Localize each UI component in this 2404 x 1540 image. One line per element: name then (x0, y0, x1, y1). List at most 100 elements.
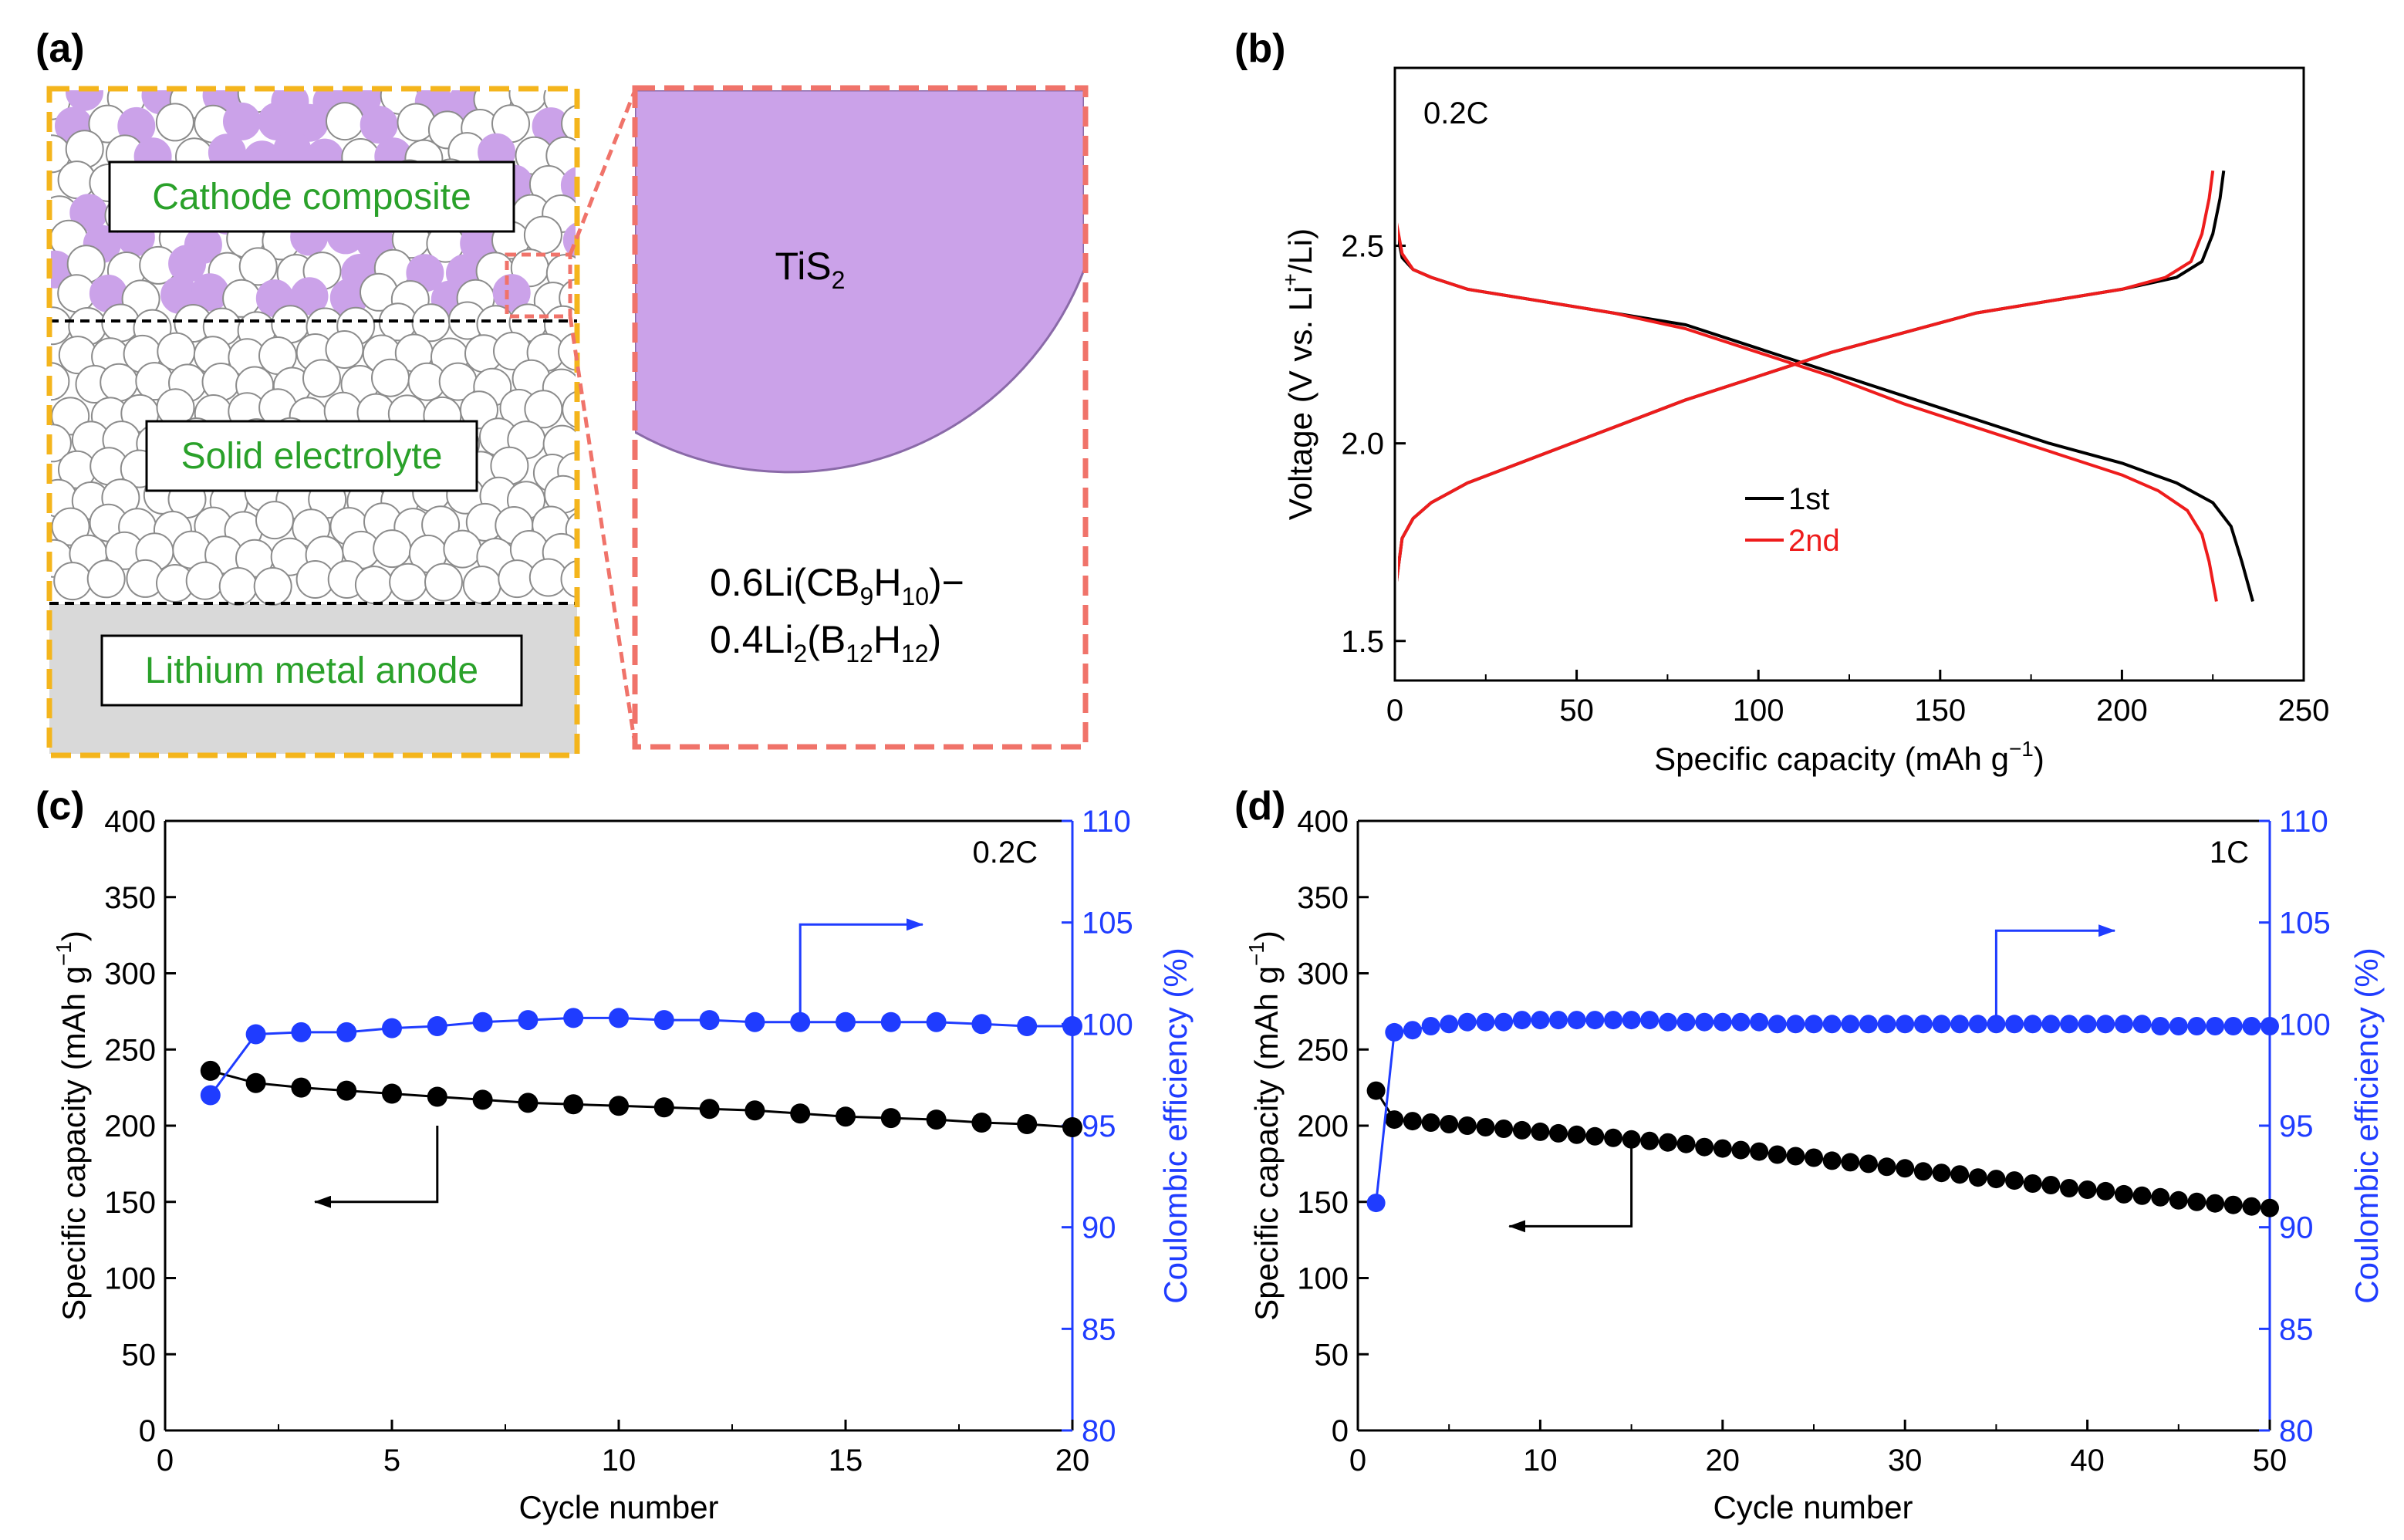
x-tick-label-b: 250 (2278, 694, 2330, 728)
efficiency-point (2132, 1015, 2152, 1034)
capacity-point (518, 1093, 539, 1113)
electrolyte-label-box (145, 420, 478, 492)
electrolyte-particle (373, 529, 412, 569)
efficiency-point (1913, 1015, 1933, 1034)
efficiency-point (971, 1014, 992, 1035)
y-tick-label-right-d: 80 (2279, 1414, 2314, 1448)
x-tick-label-d: 40 (2070, 1444, 2105, 1478)
capacity-point (2114, 1184, 2133, 1204)
capacity-point (563, 1094, 584, 1115)
capacity-point (2187, 1192, 2206, 1211)
y-tick-label-right-d: 85 (2279, 1312, 2314, 1346)
efficiency-point (1385, 1022, 1404, 1042)
efficiency-point (1859, 1015, 1878, 1034)
y-tick-label-right-c: 80 (1082, 1414, 1116, 1448)
tis2-particle-zoom (635, 90, 1084, 474)
capacity-point (427, 1086, 447, 1107)
capacity-point (880, 1108, 901, 1129)
x-tick-label-c: 15 (829, 1444, 863, 1478)
efficiency-point (1658, 1012, 1677, 1032)
capacity-point (200, 1060, 221, 1081)
capacity-point (1531, 1122, 1550, 1141)
electrolyte-particle (101, 303, 140, 343)
electrolyte-particle (53, 562, 93, 601)
electrolyte-particle (523, 215, 562, 255)
y-tick-label-right-c: 100 (1082, 1008, 1133, 1042)
efficiency-point (245, 1024, 266, 1045)
tis2-particle (560, 167, 576, 204)
axis-indicator-arrow-right (799, 918, 923, 1018)
electrolyte-particle (460, 390, 498, 430)
y-tick-label-right-c: 110 (1082, 805, 1131, 839)
efficiency-point (2151, 1017, 2170, 1035)
efficiency-point (518, 1010, 539, 1031)
efficiency-point (1604, 1011, 1622, 1030)
axis-indicator-arrow-left (1508, 1133, 1633, 1233)
capacity-point (1403, 1112, 1422, 1131)
y-tick-label-left-c: 100 (104, 1262, 156, 1296)
efficiency-point (699, 1010, 720, 1031)
capacity-point (1017, 1114, 1038, 1134)
efficiency-point (1676, 1012, 1696, 1032)
capacity-point (1622, 1130, 1641, 1149)
zoom-connector-bottom (568, 316, 637, 745)
efficiency-point (1713, 1012, 1732, 1032)
efficiency-point (1512, 1011, 1531, 1030)
series-line-2nd-discharge (1398, 222, 2218, 602)
x-tick-label-d: 10 (1523, 1444, 1558, 1478)
legend-label-1st: 1st (1788, 482, 1829, 516)
efficiency-point (291, 1022, 312, 1042)
x-tick-label-b: 150 (1914, 694, 1966, 728)
electrolyte-particle (443, 529, 482, 569)
efficiency-point (1440, 1015, 1459, 1034)
electrolyte-particle (354, 566, 393, 605)
y-tick-label-b: 2.5 (1341, 230, 1384, 264)
efficiency-point (744, 1011, 765, 1032)
x-tick-label-d: 20 (1706, 1444, 1741, 1478)
capacity-point (2096, 1181, 2115, 1201)
zoom-source-box (505, 252, 572, 319)
capacity-point (1567, 1125, 1586, 1144)
x-axis-label-b: Specific capacity (mAh g−1) (1654, 737, 2044, 777)
efficiency-point (836, 1011, 856, 1032)
y-axis-label-left-c: Specific capacity (mAh g−1) (52, 930, 92, 1321)
capacity-point (1440, 1115, 1459, 1133)
y-tick-label-left-c: 300 (104, 957, 156, 991)
efficiency-point (427, 1016, 447, 1036)
capacity-point (1950, 1165, 1970, 1184)
plot-frame-b (1393, 66, 2305, 682)
electrolyte-particle (51, 362, 70, 401)
y-tick-label-right-d: 90 (2279, 1211, 2314, 1245)
electrolyte-particle (389, 562, 428, 602)
efficiency-point (880, 1011, 901, 1032)
electrolyte-particle (201, 363, 241, 401)
x-tick-label-d: 30 (1888, 1444, 1923, 1478)
capacity-point (1913, 1162, 1933, 1181)
y-tick-label-left-d: 300 (1297, 957, 1349, 991)
efficiency-point (609, 1008, 629, 1028)
capacity-point (2005, 1171, 2024, 1190)
electrolyte-particle (155, 103, 194, 142)
capacity-point (2078, 1180, 2097, 1199)
axis-indicator-arrow-right (1994, 924, 2116, 1025)
capacity-point (336, 1080, 357, 1101)
capacity-point (1695, 1137, 1714, 1157)
panel-label-b: (b) (1234, 26, 1285, 71)
tis2-particle (492, 274, 531, 312)
efficiency-point (1786, 1015, 1805, 1034)
electrolyte-particle (560, 560, 576, 598)
anode-label-box (100, 634, 523, 707)
efficiency-point (1805, 1015, 1823, 1034)
capacity-point (699, 1099, 720, 1120)
capacity-point (1750, 1142, 1769, 1161)
annotation-c: 0.2C (973, 836, 1038, 870)
electrolyte-particle (326, 102, 364, 141)
capacity-point (1494, 1120, 1514, 1138)
y-tick-label-left-d: 200 (1297, 1109, 1349, 1143)
capacity-point (1585, 1126, 1605, 1146)
efficiency-point (653, 1010, 674, 1031)
y-tick-label-left-d: 400 (1297, 805, 1349, 839)
capacity-point (2132, 1186, 2152, 1205)
y-tick-label-left-c: 350 (104, 881, 156, 915)
